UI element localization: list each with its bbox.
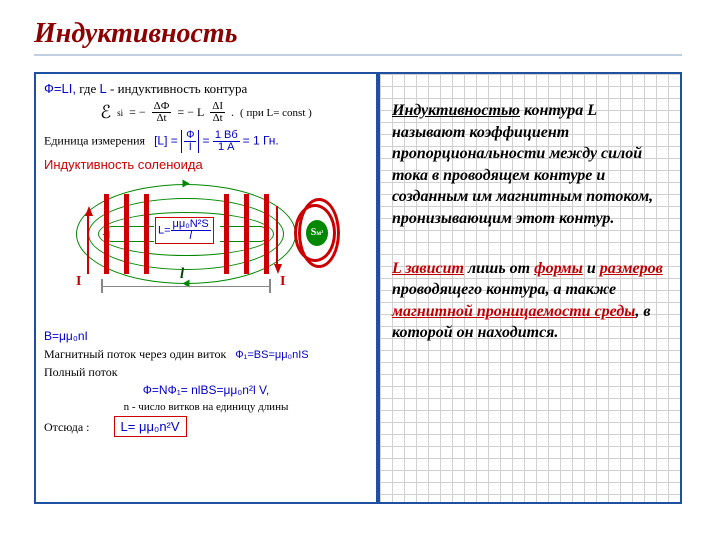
emf-formula: ℰsi = − ΔФΔt = − L ΔIΔt . ( при L= const… (44, 101, 368, 124)
unit-row: Единица измерения [L] = ФI = 1 Вб1 А = 1… (44, 130, 368, 153)
page-title: Индуктивность (34, 18, 682, 56)
diagram-panel: Ф=LI, где L - индуктивность контура ℰsi … (34, 72, 378, 504)
phi-formula: Ф=LI, (44, 81, 76, 96)
hence-row: Отсюда : L= μμ₀n²V (44, 416, 368, 437)
solenoid-diagram: L=μμ₀N²Sl Sм² I I l (46, 176, 366, 326)
current-label-left: I (76, 274, 81, 290)
full-flux-formula: Ф=NФ₁= nlBS=μμ₀n²l V, (44, 383, 368, 398)
n-description: n - число витков на единицу длины (44, 401, 368, 413)
b-formula: B=μμ₀nI (44, 329, 368, 344)
dependency-paragraph: L зависит лишь от формы и размеров прово… (392, 258, 668, 344)
final-formula: L= μμ₀n²V (114, 416, 187, 437)
text-panel: Индуктивностью контура L называют коэффи… (378, 72, 682, 504)
flux-one-turn: Магнитный поток через один виток Ф₁=BS=μ… (44, 347, 368, 362)
flux-definition: Ф=LI, где L - индуктивность контура (44, 81, 368, 97)
full-flux: Полный поток (44, 365, 368, 380)
solenoid-heading: Индуктивность соленоида (44, 157, 368, 172)
central-formula: L=μμ₀N²Sl (155, 217, 214, 244)
current-label-right: I (280, 274, 285, 290)
length-label: l (180, 266, 184, 283)
definition-paragraph: Индуктивностью контура L называют коэффи… (392, 100, 668, 230)
